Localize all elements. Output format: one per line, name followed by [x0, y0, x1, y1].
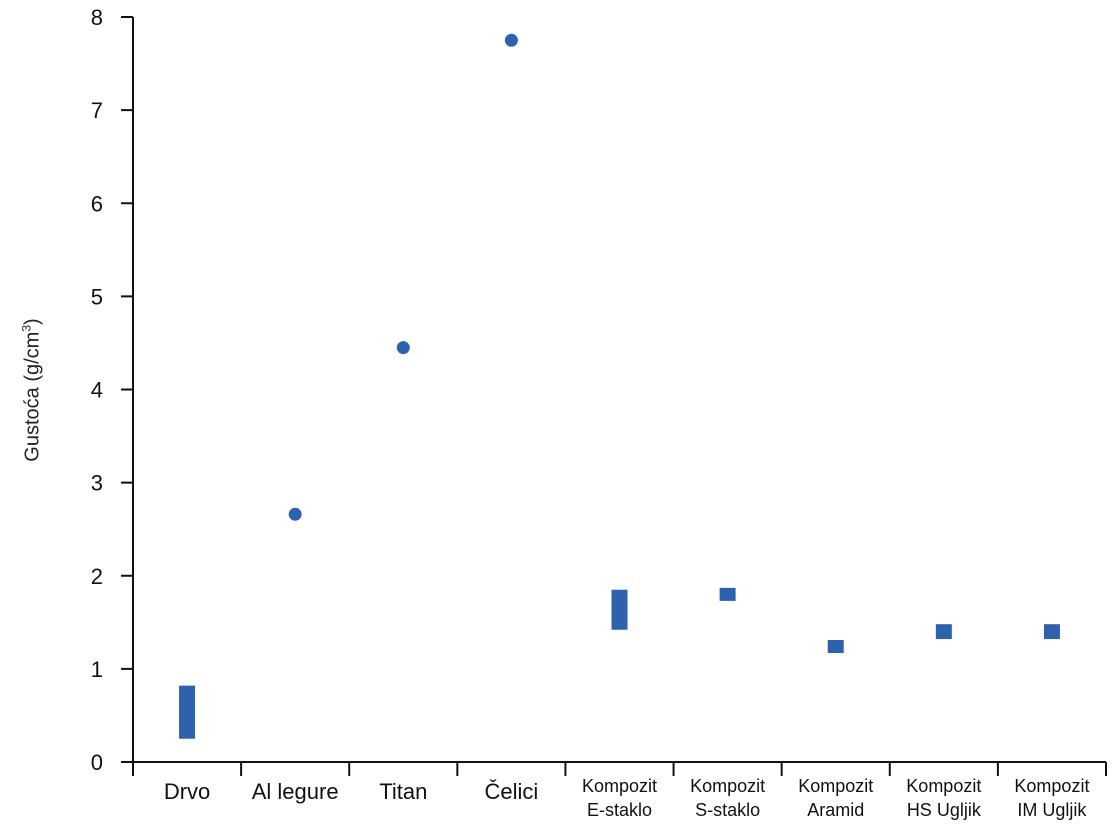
data-point [396, 341, 410, 355]
y-tick-label: 8 [91, 5, 103, 30]
x-tick-label: Aramid [807, 800, 864, 820]
y-tick-label: 1 [91, 657, 103, 682]
y-tick-label: 6 [91, 191, 103, 216]
x-tick-label: Kompozit [1014, 776, 1089, 796]
x-tick-label: Kompozit [582, 776, 657, 796]
data-range-bar [719, 587, 736, 601]
x-tick-label: Kompozit [798, 776, 873, 796]
data-range-bar [935, 624, 952, 640]
x-tick-label: Al legure [252, 779, 339, 804]
data-range-bar [179, 685, 196, 739]
x-tick-label: Kompozit [690, 776, 765, 796]
y-tick-label: 7 [91, 98, 103, 123]
y-tick-label: 2 [91, 564, 103, 589]
y-tick-label: 3 [91, 471, 103, 496]
x-tick-label: E-staklo [587, 800, 652, 820]
x-tick-label: Čelici [484, 779, 538, 804]
x-tick-label: S-staklo [695, 800, 760, 820]
data-point [288, 507, 302, 521]
x-tick-label: Kompozit [906, 776, 981, 796]
data-range-bar [1043, 624, 1060, 640]
x-tick-label: HS Ugljik [907, 800, 982, 820]
y-tick-label: 4 [91, 378, 103, 403]
x-tick-label: IM Ugljik [1017, 800, 1087, 820]
x-tick-label: Drvo [164, 779, 210, 804]
y-tick-label: 0 [91, 750, 103, 775]
y-tick-label: 5 [91, 284, 103, 309]
data-range-bar [827, 640, 844, 654]
data-point [504, 33, 518, 47]
x-tick-label: Titan [379, 779, 427, 804]
data-range-bar [611, 589, 628, 630]
